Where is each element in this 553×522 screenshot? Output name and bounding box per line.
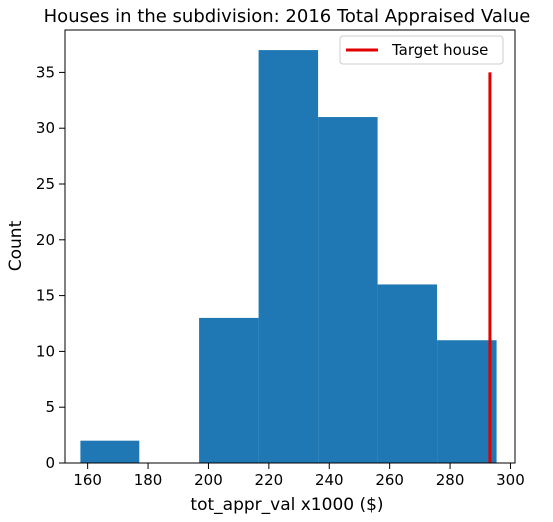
y-tick-label: 0 [45,454,55,472]
y-tick-label: 15 [36,287,55,305]
legend-box [339,35,504,65]
histogram-bar-2 [199,317,259,463]
histogram-bar-4 [318,117,378,464]
histogram-bar-0 [80,440,140,463]
y-tick-label: 5 [45,398,55,416]
y-axis-ticks: 0 5 10 15 20 25 30 35 [36,63,65,472]
x-tick-label: 280 [436,471,465,489]
y-tick-label: 30 [36,119,55,137]
x-tick-label: 160 [73,471,102,489]
x-tick-label: 240 [315,471,344,489]
y-tick-label: 10 [36,342,55,360]
x-axis-label: tot_appr_val x1000 ($) [190,495,383,515]
y-tick-label: 25 [36,175,55,193]
x-tick-label: 180 [134,471,163,489]
x-tick-label: 260 [375,471,404,489]
x-tick-label: 220 [255,471,284,489]
y-axis-label: Count [6,220,26,271]
legend: Target house [339,35,504,65]
x-axis-ticks: 160 180 200 220 240 260 280 300 [73,463,525,489]
legend-label-target-house: Target house [391,41,488,59]
histogram-bar-5 [377,284,438,463]
y-tick-label: 20 [36,231,55,249]
x-tick-label: 300 [496,471,525,489]
chart-title: Houses in the subdivision: 2016 Total Ap… [44,6,531,27]
y-tick-label: 35 [36,63,55,81]
bars-layer [80,50,497,464]
histogram-bar-6 [437,340,497,463]
plot-frame [64,29,516,464]
histogram-bar-3 [258,50,319,464]
x-tick-label: 200 [194,471,223,489]
